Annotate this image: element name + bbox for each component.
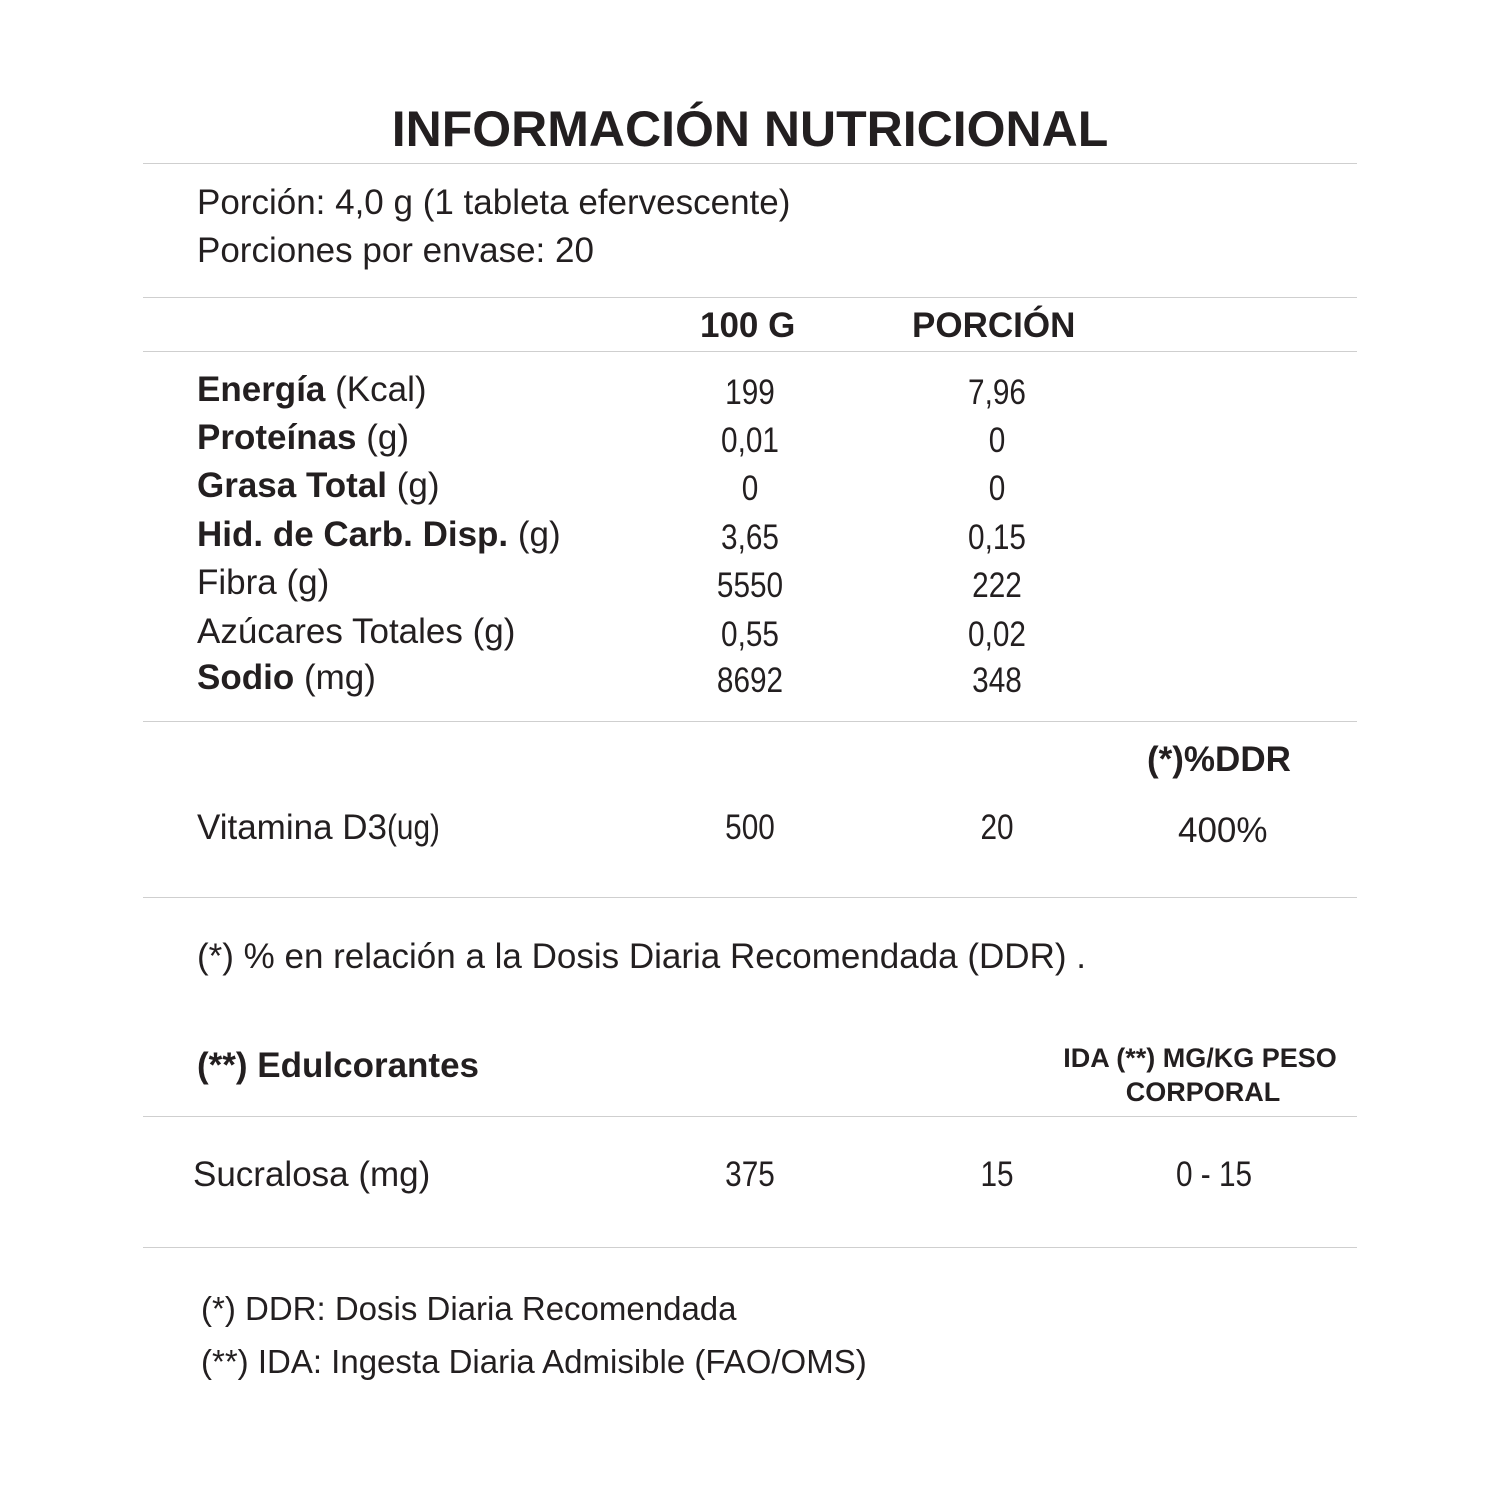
ida-header-line2: CORPORAL [1125,1077,1281,1107]
vitamin-ddr: 400% [1178,811,1268,850]
nutrient-label: Sodio (mg) [197,658,376,698]
nutrient-name: Grasa Total [197,466,387,505]
column-header-ddr: (*)%DDR [1147,740,1291,779]
ddr-note: (*) % en relación a la Dosis Diaria Reco… [197,937,1086,976]
nutrient-name: Fibra [197,563,277,602]
nutrient-name: Hid. de Carb. Disp. [197,515,509,554]
nutrient-unit: (g) [276,563,330,602]
nutrient-label: Energía (Kcal) [197,370,427,410]
nutrient-unit: (mg) [294,658,376,697]
nutrient-label: Proteínas (g) [197,418,409,458]
nutrient-portion: 0,02 [968,615,1026,654]
nutrient-label: Hid. de Carb. Disp. (g) [197,515,561,555]
nutrient-per100: 3,65 [721,518,779,557]
nutrient-label: Fibra (g) [197,563,329,603]
sucralose-per100: 375 [725,1155,775,1194]
sucralose-label: Sucralosa (mg) [193,1155,431,1194]
sucralose-ida: 0 - 15 [1175,1155,1253,1194]
nutrient-portion: 0 [988,469,1006,508]
divider [143,1116,1357,1117]
nutrient-portion: 0 [988,421,1006,460]
nutrient-portion: 7,96 [968,373,1026,412]
divider [143,297,1357,298]
nutrient-unit: (g) [356,418,409,457]
nutrient-unit: (g) [508,515,561,554]
nutrient-per100: 8692 [716,661,784,700]
nutrient-name: Proteínas [197,418,357,457]
nutrient-per100: 0,55 [721,615,779,654]
nutrient-label: Grasa Total (g) [197,466,439,506]
divider [143,163,1357,164]
vitamin-label: Vitamina D3 (ug) [197,808,449,848]
nutrient-per100: 199 [725,373,775,412]
nutrient-name: Energía [197,370,326,409]
nutrient-portion: 0,15 [968,518,1026,557]
nutrient-per100: 5550 [716,566,784,605]
ida-header-line1: IDA (**) MG/KG PESO [1063,1043,1337,1073]
nutrient-unit: (g) [462,612,516,651]
servings-per-container: Porciones por envase: 20 [197,231,594,270]
nutrient-per100: 0,01 [721,421,779,460]
nutrient-portion: 222 [972,566,1022,605]
column-header-100g: 100 G [700,306,796,345]
vitamin-per100: 500 [725,808,775,847]
portion-size: Porción: 4,0 g (1 tableta efervescente) [197,183,791,222]
nutrient-unit: (g) [386,466,440,505]
divider [143,721,1357,722]
vitamin-portion: 20 [980,808,1014,847]
column-header-portion: PORCIÓN [912,306,1076,345]
vitamin-unit: (ug) [387,808,440,847]
nutrient-name: Sodio [197,658,295,697]
page-title: INFORMACIÓN NUTRICIONAL [391,101,1109,157]
nutrient-unit: (Kcal) [325,370,427,409]
nutrient-label: Azúcares Totales (g) [197,612,515,652]
nutrient-per100: 0 [741,469,759,508]
vitamin-name: Vitamina D3 [197,808,388,847]
nutrient-portion: 348 [972,661,1022,700]
divider [143,1247,1357,1248]
sucralose-portion: 15 [980,1155,1014,1194]
divider [143,351,1357,352]
sweeteners-heading: (**) Edulcorantes [197,1046,479,1085]
footnote-ddr: (*) DDR: Dosis Diaria Recomendada [201,1290,737,1327]
footnote-ida: (**) IDA: Ingesta Diaria Admisible (FAO/… [201,1343,867,1380]
nutrient-name: Azúcares Totales [197,612,463,651]
divider [143,897,1357,898]
